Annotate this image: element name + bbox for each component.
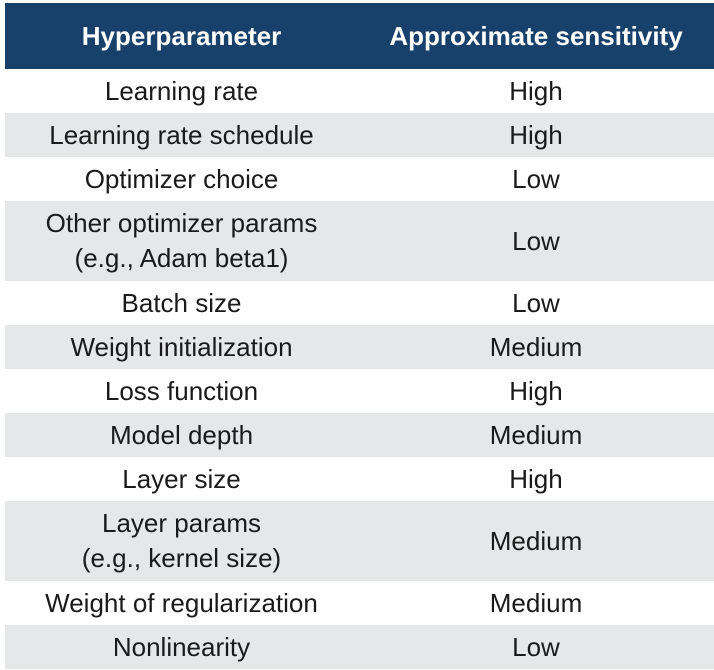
hyperparameter-cell: Nonlinearity bbox=[5, 625, 358, 669]
sensitivity-cell: Medium bbox=[358, 413, 714, 457]
hyperparameter-name: Batch size bbox=[121, 287, 242, 318]
hyperparameter-name: Loss function bbox=[104, 375, 259, 406]
table-row: Learning rate High bbox=[5, 69, 714, 113]
sensitivity-cell: Low bbox=[358, 625, 714, 669]
hyperparameter-name: Layer size bbox=[122, 463, 241, 494]
sensitivity-cell: Low bbox=[358, 281, 714, 325]
hyperparameter-name: Model depth bbox=[109, 419, 254, 450]
table-row: Layer size High bbox=[5, 457, 714, 501]
header-hyperparameter: Hyperparameter bbox=[5, 3, 358, 69]
hyperparameter-cell: Layer params (e.g., kernel size) bbox=[5, 501, 358, 581]
table-row: Weight of regularization Medium bbox=[5, 581, 714, 625]
table-body: Learning rate High Learning rate schedul… bbox=[5, 69, 714, 669]
hyperparameter-cell: Weight initialization bbox=[5, 325, 358, 369]
table-row: Loss function High bbox=[5, 369, 714, 413]
hyperparameter-name: Learning rate bbox=[104, 75, 259, 106]
sensitivity-cell: High bbox=[358, 369, 714, 413]
sensitivity-cell: Low bbox=[358, 201, 714, 281]
sensitivity-cell: Low bbox=[358, 157, 714, 201]
hyperparameter-name: Optimizer choice bbox=[84, 163, 279, 194]
hyperparameter-name: Layer params bbox=[102, 508, 261, 538]
hyperparameter-name: Other optimizer params bbox=[45, 208, 318, 238]
hyperparameter-name: Learning rate schedule bbox=[49, 119, 314, 150]
hyperparameter-cell: Weight of regularization bbox=[5, 581, 358, 625]
table-row: Layer params (e.g., kernel size) Medium bbox=[5, 501, 714, 581]
sensitivity-cell: Medium bbox=[358, 501, 714, 581]
sensitivity-cell: Medium bbox=[358, 581, 714, 625]
table-row: Nonlinearity Low bbox=[5, 625, 714, 669]
hyperparameter-cell: Optimizer choice bbox=[5, 157, 358, 201]
sensitivity-cell: High bbox=[358, 457, 714, 501]
table-row: Weight initialization Medium bbox=[5, 325, 714, 369]
hyperparameter-cell: Layer size bbox=[5, 457, 358, 501]
table-row: Model depth Medium bbox=[5, 413, 714, 457]
hyperparameter-cell: Loss function bbox=[5, 369, 358, 413]
hyperparameter-example: (e.g., Adam beta1) bbox=[74, 243, 289, 273]
hyperparameter-cell: Other optimizer params (e.g., Adam beta1… bbox=[5, 201, 358, 281]
hyperparameter-name: Weight initialization bbox=[70, 331, 293, 362]
sensitivity-cell: Medium bbox=[358, 325, 714, 369]
table-row: Optimizer choice Low bbox=[5, 157, 714, 201]
sensitivity-cell: High bbox=[358, 69, 714, 113]
table-row: Batch size Low bbox=[5, 281, 714, 325]
hyperparameter-name: Nonlinearity bbox=[112, 631, 251, 662]
hyperparameter-example: (e.g., kernel size) bbox=[81, 543, 282, 573]
hyperparameter-cell: Batch size bbox=[5, 281, 358, 325]
header-row: Hyperparameter Approximate sensitivity bbox=[5, 3, 714, 69]
hyperparameter-sensitivity-table: Hyperparameter Approximate sensitivity L… bbox=[5, 3, 714, 669]
table-header: Hyperparameter Approximate sensitivity bbox=[5, 3, 714, 69]
hyperparameter-cell: Model depth bbox=[5, 413, 358, 457]
table-row: Other optimizer params (e.g., Adam beta1… bbox=[5, 201, 714, 281]
sensitivity-cell: High bbox=[358, 113, 714, 157]
hyperparameter-cell: Learning rate schedule bbox=[5, 113, 358, 157]
table-row: Learning rate schedule High bbox=[5, 113, 714, 157]
hyperparameter-cell: Learning rate bbox=[5, 69, 358, 113]
hyperparameter-name: Weight of regularization bbox=[45, 587, 318, 618]
header-approximate-sensitivity: Approximate sensitivity bbox=[358, 3, 714, 69]
